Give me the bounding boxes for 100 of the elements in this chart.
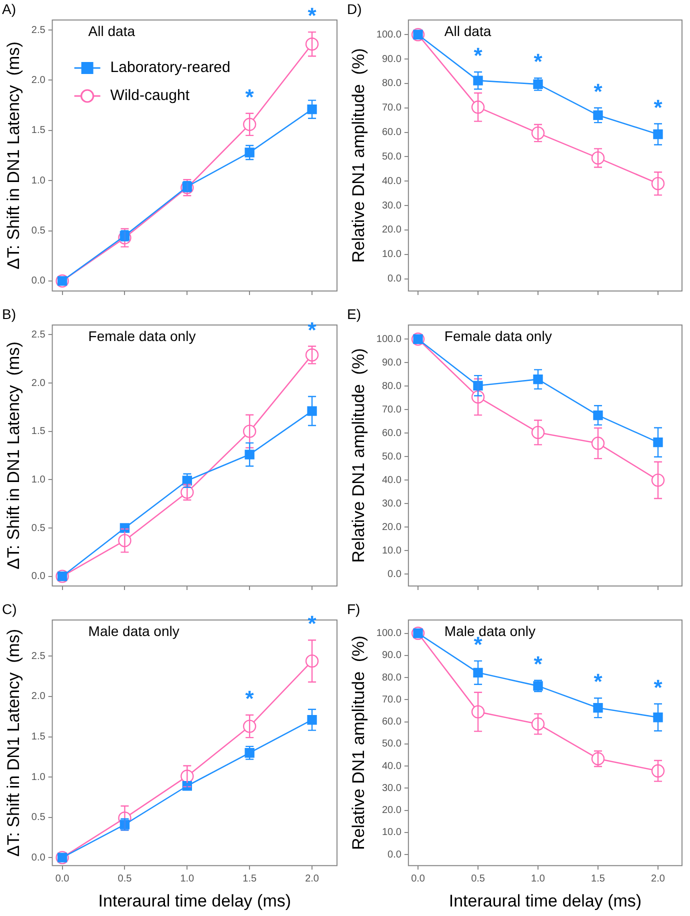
- annotation: *: [308, 317, 317, 342]
- chart-subtitle: All data: [444, 23, 492, 39]
- point: [593, 410, 603, 420]
- chart-subtitle: Female data only: [88, 328, 196, 344]
- point: [473, 668, 483, 678]
- chart-title: A): [2, 1, 16, 17]
- y-tick-label: 0.0: [31, 276, 46, 287]
- chart-title: B): [2, 306, 16, 322]
- y-tick-label: 0.5: [31, 226, 46, 237]
- annotation: *: [245, 686, 254, 712]
- y-tick-label: 1.0: [31, 474, 46, 486]
- y-tick-label: 40.0: [382, 176, 402, 187]
- y-axis-title: ΔT: Shift in DN1 Latency (ms): [4, 342, 23, 570]
- x-axis-title: Interaural time delay (ms): [448, 891, 642, 910]
- annotation: *: [534, 49, 543, 74]
- y-tick-label: 100.0: [376, 334, 402, 345]
- point: [653, 712, 663, 722]
- point: [244, 450, 254, 460]
- point: [653, 437, 663, 448]
- y-tick-label: 100.0: [376, 628, 402, 640]
- x-tick-label: 1.5: [242, 873, 257, 884]
- y-tick-label: 60.0: [382, 716, 402, 728]
- annotation: *: [534, 651, 543, 676]
- y-tick-label: 1.0: [31, 772, 46, 783]
- y-tick-label: 0.0: [388, 849, 402, 860]
- y-tick-label: 30.0: [382, 782, 402, 794]
- y-tick-label: 30.0: [382, 200, 402, 212]
- y-axis-title: ΔT: Shift in DN1 Latency (ms): [4, 628, 23, 857]
- legend-label: Wild-caught: [110, 87, 190, 104]
- y-tick-label: 20.0: [382, 522, 402, 533]
- y-tick-label: 80.0: [382, 672, 402, 684]
- y-tick-label: 10.0: [382, 249, 402, 260]
- y-tick-label: 2.0: [31, 691, 46, 702]
- y-tick-label: 10.0: [382, 827, 402, 838]
- y-tick-label: 50.0: [382, 738, 402, 750]
- x-tick-label: 0.5: [471, 873, 486, 884]
- y-tick-label: 90.0: [382, 357, 402, 368]
- annotation: *: [654, 674, 663, 700]
- point: [653, 129, 663, 140]
- annotation: *: [594, 78, 603, 104]
- y-tick-label: 1.5: [31, 426, 46, 438]
- y-tick-label: 0.0: [31, 852, 46, 864]
- y-tick-label: 30.0: [382, 498, 402, 510]
- x-tick-label: 1.0: [531, 873, 546, 884]
- point: [593, 703, 603, 713]
- annotation: *: [308, 3, 317, 28]
- y-tick-label: 0.0: [388, 274, 402, 285]
- y-tick-label: 100.0: [376, 29, 402, 40]
- y-tick-label: 60.0: [382, 127, 402, 138]
- y-tick-label: 20.0: [382, 224, 402, 236]
- x-axis-title: Interaural time delay (ms): [98, 891, 292, 910]
- chart-title: C): [2, 601, 17, 617]
- y-tick-label: 0.5: [31, 522, 46, 534]
- point: [244, 148, 254, 158]
- y-axis-title: Relative DN1 amplitude (%): [348, 348, 368, 563]
- annotation: *: [308, 611, 317, 636]
- y-tick-label: 40.0: [382, 474, 402, 486]
- y-tick-label: 0.0: [388, 568, 402, 580]
- y-axis-title: ΔT: Shift in DN1 Latency (ms): [4, 42, 23, 270]
- y-tick-label: 80.0: [382, 78, 402, 90]
- y-tick-label: 20.0: [382, 805, 402, 816]
- y-tick-label: 2.5: [31, 650, 46, 662]
- y-tick-label: 10.0: [382, 545, 402, 556]
- chart-title: E): [347, 306, 361, 322]
- chart-subtitle: All data: [88, 23, 136, 39]
- point: [307, 104, 317, 114]
- y-tick-label: 2.0: [31, 378, 46, 389]
- y-tick-label: 70.0: [382, 102, 402, 114]
- point: [593, 110, 603, 120]
- x-tick-label: 0.5: [118, 873, 132, 884]
- point: [533, 374, 543, 384]
- annotation: *: [654, 94, 663, 120]
- y-tick-label: 90.0: [382, 54, 402, 65]
- y-tick-label: 2.5: [31, 329, 46, 340]
- y-tick-label: 70.0: [382, 404, 402, 416]
- y-tick-label: 60.0: [382, 428, 402, 439]
- y-tick-label: 1.5: [31, 125, 46, 136]
- annotation: *: [245, 84, 254, 110]
- annotation: *: [474, 43, 483, 68]
- y-tick-label: 0.0: [31, 571, 46, 582]
- y-tick-label: 50.0: [382, 451, 402, 462]
- chart-subtitle: Male data only: [88, 623, 180, 639]
- chart-title: D): [347, 1, 362, 17]
- y-tick-label: 1.5: [31, 732, 46, 743]
- point: [473, 380, 483, 391]
- y-tick-label: 90.0: [382, 650, 402, 662]
- y-tick-label: 80.0: [382, 380, 402, 392]
- chart-subtitle: Female data only: [444, 328, 552, 344]
- y-tick-label: 2.5: [31, 24, 46, 36]
- point: [473, 76, 483, 86]
- point: [307, 406, 317, 416]
- x-tick-label: 2.0: [651, 873, 666, 884]
- x-tick-label: 0.0: [411, 873, 426, 884]
- legend-label: Laboratory-reared: [110, 59, 230, 76]
- x-tick-label: 0.0: [55, 873, 70, 884]
- chart-title: F): [347, 601, 360, 617]
- point: [307, 715, 317, 725]
- x-tick-label: 1.0: [180, 873, 195, 884]
- x-tick-label: 2.0: [305, 873, 320, 884]
- annotation: *: [594, 669, 603, 694]
